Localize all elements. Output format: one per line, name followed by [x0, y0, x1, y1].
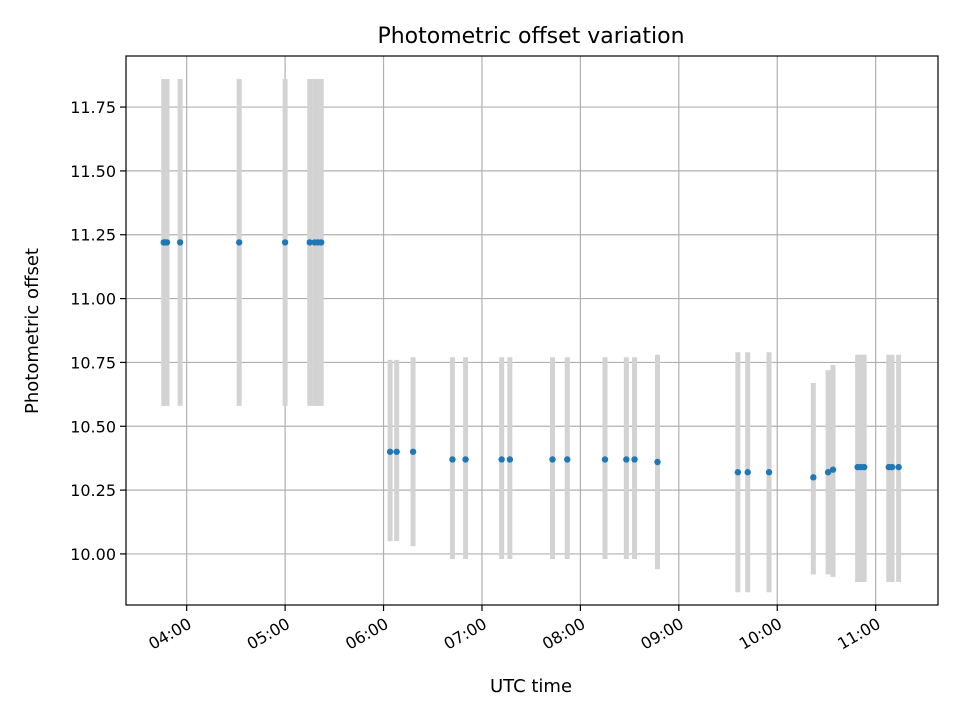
data-point — [409, 448, 417, 455]
y-tick-label: 11.75 — [70, 98, 116, 117]
x-tick-label: 05:00 — [244, 614, 293, 654]
data-point — [601, 456, 609, 463]
x-tick-label: 09:00 — [637, 614, 686, 654]
x-tick-label: 11:00 — [834, 614, 883, 654]
data-point — [306, 239, 313, 246]
y-tick-label: 11.50 — [70, 162, 116, 181]
data-point — [654, 458, 661, 466]
y-tick-label: 11.25 — [70, 226, 116, 245]
y-tick-label: 10.00 — [70, 545, 116, 564]
data-point — [386, 448, 394, 455]
data-point — [734, 469, 742, 476]
x-tick-label: 08:00 — [539, 614, 588, 654]
y-tick-label: 10.50 — [70, 417, 116, 436]
data-point — [895, 463, 902, 471]
data-point — [810, 474, 817, 481]
y-tick-label: 10.25 — [70, 481, 116, 500]
data-point — [506, 456, 514, 463]
data-point — [623, 456, 630, 463]
y-axis: 10.00 10.25 10.50 10.75 11.00 11.25 11.50 11.75 — [70, 98, 126, 564]
data-point — [449, 456, 456, 463]
data-point — [281, 239, 289, 246]
data-point — [176, 239, 184, 246]
grid — [126, 56, 938, 605]
data-point — [549, 456, 556, 463]
x-tick-label: 07:00 — [441, 614, 490, 654]
data-point — [829, 466, 837, 473]
chart-title: Photometric offset variation — [377, 24, 684, 49]
data-point — [860, 463, 868, 471]
plot-frame — [125, 55, 939, 606]
y-tick-label: 10.75 — [70, 353, 116, 372]
data-point — [498, 456, 505, 463]
data-point — [564, 456, 571, 463]
x-axis: 04:00 05:00 06:00 07:00 08:00 09:00 10:00 11:00 — [145, 605, 884, 654]
y-tick-label: 11.00 — [70, 290, 116, 309]
data-point — [318, 239, 325, 246]
error-bars — [161, 78, 902, 593]
data-point — [765, 469, 773, 476]
data-point — [744, 469, 751, 476]
x-tick-label: 04:00 — [145, 614, 194, 654]
data-point — [235, 239, 243, 246]
y-axis-label: Photometric offset — [22, 248, 43, 414]
data-point — [888, 463, 896, 471]
x-tick-label: 10:00 — [736, 614, 785, 654]
data-point — [393, 448, 400, 455]
data-point — [824, 469, 832, 476]
data-points — [160, 239, 902, 481]
x-tick-label: 06:00 — [342, 614, 391, 654]
data-point — [163, 239, 171, 246]
data-point — [631, 456, 638, 463]
data-point — [462, 456, 469, 463]
x-axis-label: UTC time — [490, 676, 572, 697]
